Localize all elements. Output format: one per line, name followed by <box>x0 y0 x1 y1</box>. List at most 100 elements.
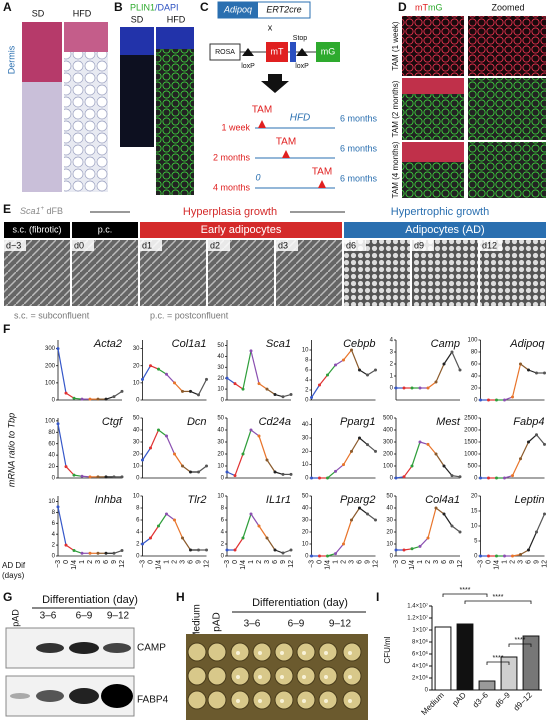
point <box>479 398 482 402</box>
x-tick-label: 3 <box>517 560 524 564</box>
line-segment <box>335 464 344 472</box>
x-tick-label: 3 <box>95 560 102 564</box>
gene-name: Col1a1 <box>172 338 207 350</box>
x-tick-label: d3–6 <box>471 690 490 709</box>
y-tick-label: 8 <box>221 506 225 512</box>
significance: **** <box>493 655 504 662</box>
line-segment <box>166 373 175 384</box>
x-tick-label: 12 <box>372 560 379 568</box>
point <box>450 350 454 354</box>
colony <box>236 675 240 679</box>
x-tick-label: −3 <box>308 560 315 568</box>
y-tick-label: 10 <box>217 387 224 393</box>
colony <box>324 651 328 655</box>
y-tick-label: 30 <box>217 365 224 371</box>
line-segment <box>350 349 361 371</box>
point <box>249 428 253 432</box>
label: FABP4 <box>137 695 169 706</box>
y-tick-label: 6 <box>221 518 225 524</box>
y-tick-label: 1000 <box>464 452 478 458</box>
y-tick-label: 30 <box>386 518 393 524</box>
y-tick-label: 20 <box>217 452 224 458</box>
x-tick-label: 12 <box>288 560 295 568</box>
y-tick-label: 8 <box>136 506 140 512</box>
point <box>434 506 438 510</box>
label: 3–6 <box>40 611 57 622</box>
point <box>265 536 269 540</box>
x-tick-label: 1/4 <box>493 560 500 570</box>
x-tick-label: 1 <box>163 560 170 564</box>
y-tick-label: 4 <box>221 530 225 536</box>
point <box>503 476 506 480</box>
point <box>112 551 116 555</box>
label: Hyperplasia growth <box>183 206 277 218</box>
y-tick-label: 8×10⁶ <box>412 639 429 646</box>
point <box>350 348 353 352</box>
plate-well <box>296 642 316 662</box>
colony <box>302 651 306 655</box>
bar-chart: 0 2×10⁶ 4×10⁶ 6×10⁶ 8×10⁶ 1×10⁷ 1.2×10⁷ 1.4×10⁷… <box>407 587 542 717</box>
x-tick-label: 2 <box>256 560 263 564</box>
point <box>72 473 76 477</box>
y-tick-label: 4 <box>390 338 394 344</box>
point <box>273 470 277 474</box>
plate-well <box>342 642 362 662</box>
line-segment <box>266 459 276 473</box>
colonies <box>187 642 362 710</box>
y-tick-label: 0 <box>390 554 394 560</box>
line-segment <box>165 435 176 455</box>
colony <box>258 651 262 655</box>
label: 0 <box>255 172 260 182</box>
y-tick-label: 200 <box>45 363 56 369</box>
x-tick-label: −3 <box>477 560 484 568</box>
point <box>197 393 200 397</box>
x-tick-label: 0 <box>401 560 408 564</box>
y-tick-label: 0 <box>221 398 225 404</box>
line-segment <box>327 364 336 376</box>
line-segment <box>266 388 276 396</box>
y-tick-label: 1×10⁷ <box>412 627 428 634</box>
gene-name: Acta2 <box>93 338 122 350</box>
point <box>205 377 208 381</box>
point <box>181 536 184 540</box>
point <box>495 554 498 558</box>
point <box>205 464 208 468</box>
point <box>157 524 160 528</box>
line-segment <box>519 441 530 460</box>
y-tick-label: 4 <box>305 378 309 384</box>
fluorescence-image <box>468 16 546 76</box>
point <box>141 377 144 381</box>
plate-well <box>187 642 207 662</box>
label: HFD <box>167 14 186 24</box>
y-tick-label: 10 <box>302 462 309 468</box>
label: Hypertrophic growth <box>391 206 489 218</box>
panel-label: B <box>114 0 123 14</box>
line-segment <box>150 525 159 539</box>
point <box>149 536 152 540</box>
y-tick-label: 40 <box>48 453 55 459</box>
plate-well <box>342 666 362 686</box>
y-tick-label: 2×10⁶ <box>412 675 429 682</box>
x-tick-label: 1/4 <box>240 560 247 570</box>
label: ROSA <box>215 49 235 56</box>
label: x <box>268 22 273 32</box>
line-segment <box>350 437 361 452</box>
line-segment <box>197 379 208 396</box>
colony <box>258 675 262 679</box>
point <box>181 464 184 468</box>
point <box>410 547 414 551</box>
point <box>289 393 293 397</box>
point <box>80 474 84 478</box>
y-tick-label: 0 <box>305 554 309 560</box>
label: p.c. <box>98 224 113 234</box>
x-tick-label: 2 <box>425 560 432 564</box>
point <box>225 376 229 380</box>
point <box>458 368 462 372</box>
point <box>197 548 200 552</box>
point <box>358 506 361 510</box>
point <box>225 470 229 474</box>
point <box>402 475 406 479</box>
label: 2 months <box>213 152 251 162</box>
label-bg <box>276 240 298 251</box>
construct <box>266 42 288 62</box>
